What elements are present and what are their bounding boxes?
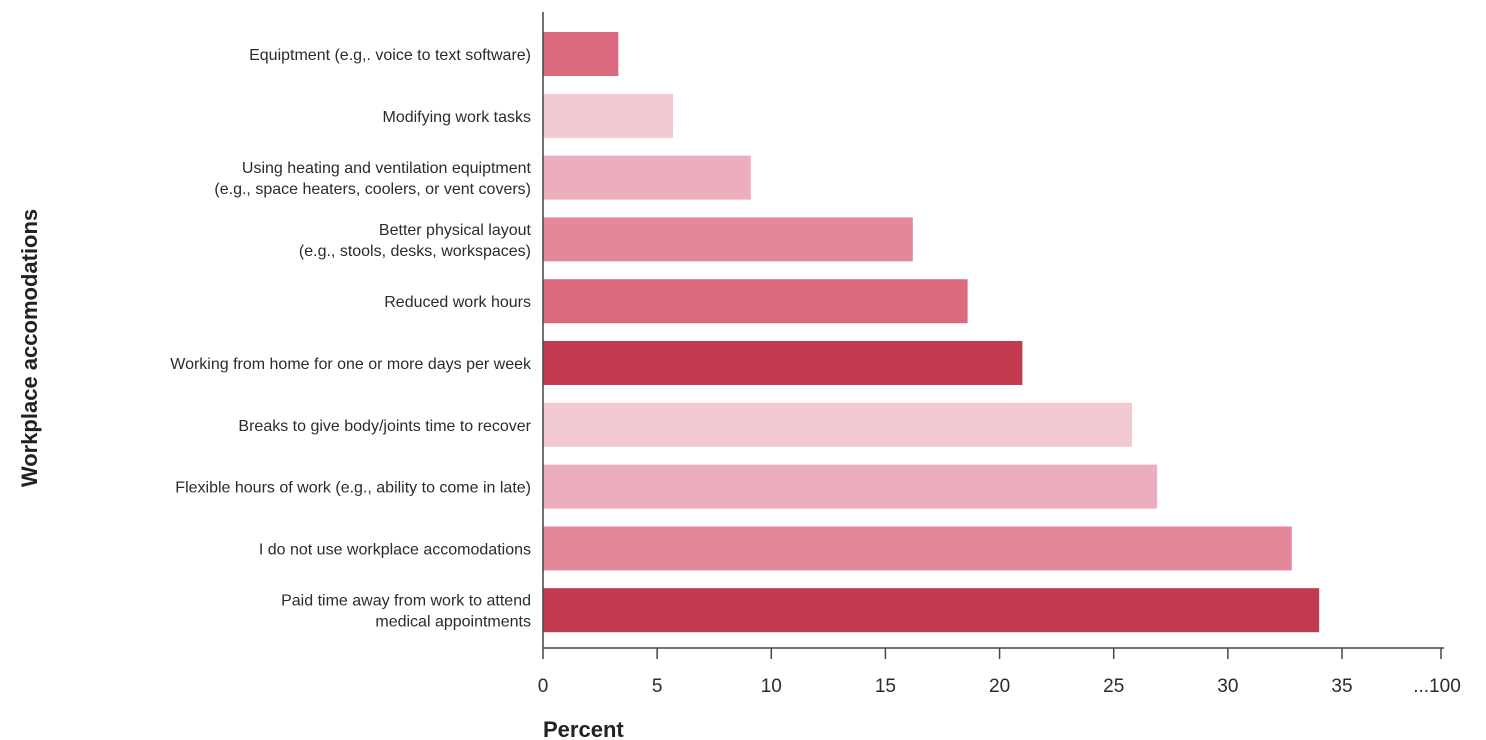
category-label: Better physical layout (e.g., stools, des… [299, 222, 532, 260]
x-tick-label: 20 [989, 676, 1010, 697]
x-tick-label: 15 [875, 676, 896, 697]
bar [543, 341, 1023, 385]
category-labels-group: Equiptment (e.g,. voice to text software… [170, 47, 532, 631]
bar [543, 402, 1132, 447]
x-tick-label: 30 [1217, 676, 1238, 697]
x-tick-label: ...100 [1413, 676, 1461, 697]
bar [543, 32, 619, 76]
category-label: Equiptment (e.g,. voice to text software… [249, 47, 531, 64]
bar [543, 464, 1158, 509]
bar [543, 588, 1320, 633]
category-label: Modifying work tasks [383, 109, 532, 126]
x-axis-title: Percent [543, 717, 624, 740]
category-label: Using heating and ventilation equiptment… [214, 160, 531, 198]
x-ticks-group: 0 5 10 15 20 25 30 35 ...100 [538, 648, 1461, 697]
x-tick-label: 10 [761, 676, 782, 697]
category-label: Paid time away from work to attend medica… [281, 593, 531, 631]
bars-group [543, 32, 1320, 633]
bar [543, 155, 751, 200]
x-tick-label: 0 [538, 676, 549, 697]
category-label: Reduced work hours [384, 294, 531, 311]
bar [543, 526, 1292, 571]
bar [543, 279, 968, 324]
bar [543, 217, 913, 262]
category-label: Flexible hours of work (e.g., ability to… [175, 480, 531, 497]
x-tick-label: 35 [1331, 676, 1352, 697]
category-label: I do not use workplace accomodations [259, 541, 531, 558]
category-label: Breaks to give body/joints time to recov… [238, 418, 531, 435]
x-tick-label: 25 [1103, 676, 1124, 697]
category-label: Working from home for one or more days p… [170, 356, 532, 373]
y-axis-title: Workplace accomodations [17, 209, 42, 487]
x-tick-label: 5 [652, 676, 663, 697]
bar [543, 93, 674, 138]
